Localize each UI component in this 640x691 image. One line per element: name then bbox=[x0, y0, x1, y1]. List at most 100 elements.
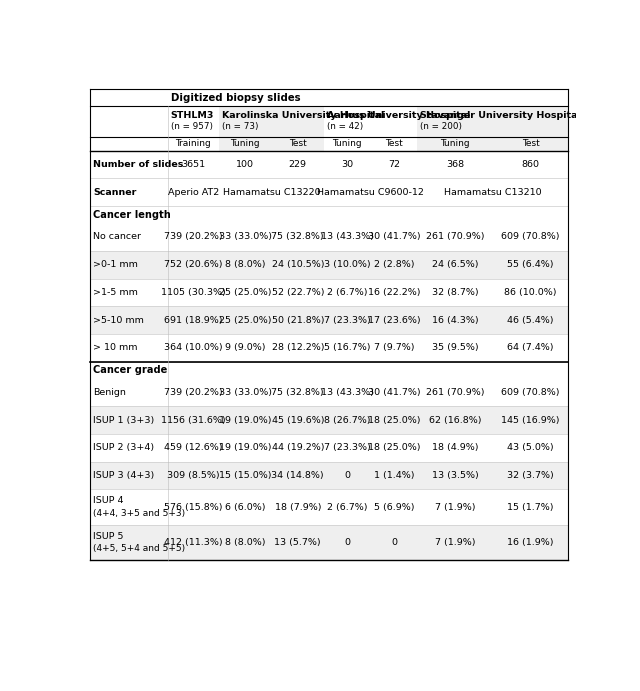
Text: 28 (12.2%): 28 (12.2%) bbox=[271, 343, 324, 352]
Text: >0-1 mm: >0-1 mm bbox=[93, 260, 138, 269]
Text: 16 (1.9%): 16 (1.9%) bbox=[508, 538, 554, 547]
Text: 50 (21.8%): 50 (21.8%) bbox=[271, 316, 324, 325]
Text: 13 (43.3%): 13 (43.3%) bbox=[321, 388, 374, 397]
Text: 7 (1.9%): 7 (1.9%) bbox=[435, 502, 476, 512]
Text: 1 (1.4%): 1 (1.4%) bbox=[374, 471, 414, 480]
Text: 13 (3.5%): 13 (3.5%) bbox=[432, 471, 479, 480]
Text: Hamamatsu C13210: Hamamatsu C13210 bbox=[444, 188, 541, 197]
Text: 1105 (30.3%): 1105 (30.3%) bbox=[161, 288, 225, 297]
Text: Number of slides: Number of slides bbox=[93, 160, 184, 169]
Text: Test: Test bbox=[385, 140, 403, 149]
Text: 18 (25.0%): 18 (25.0%) bbox=[367, 416, 420, 425]
Bar bbox=[417, 137, 493, 151]
Text: 30: 30 bbox=[341, 160, 353, 169]
Text: 261 (70.9%): 261 (70.9%) bbox=[426, 232, 484, 241]
Bar bbox=[90, 462, 568, 489]
Bar bbox=[90, 89, 568, 106]
Text: 32 (8.7%): 32 (8.7%) bbox=[432, 288, 479, 297]
Bar bbox=[90, 223, 568, 251]
Bar bbox=[90, 278, 568, 306]
Text: Tuning: Tuning bbox=[440, 140, 470, 149]
Text: 64 (7.4%): 64 (7.4%) bbox=[508, 343, 554, 352]
Text: 8 (8.0%): 8 (8.0%) bbox=[225, 538, 266, 547]
Text: ISUP 4: ISUP 4 bbox=[93, 496, 124, 505]
Text: 576 (15.8%): 576 (15.8%) bbox=[164, 502, 223, 512]
Text: Hamamatsu C9600-12: Hamamatsu C9600-12 bbox=[317, 188, 424, 197]
Bar bbox=[90, 137, 568, 151]
Text: 8 (8.0%): 8 (8.0%) bbox=[225, 260, 266, 269]
Text: 609 (70.8%): 609 (70.8%) bbox=[501, 232, 560, 241]
Text: 18 (4.9%): 18 (4.9%) bbox=[432, 444, 478, 453]
Text: (n = 42): (n = 42) bbox=[327, 122, 364, 131]
Text: 7 (23.3%): 7 (23.3%) bbox=[324, 316, 371, 325]
Text: 30 (41.7%): 30 (41.7%) bbox=[367, 388, 420, 397]
Text: (n = 73): (n = 73) bbox=[222, 122, 259, 131]
Text: 25 (25.0%): 25 (25.0%) bbox=[219, 288, 271, 297]
Text: 46 (5.4%): 46 (5.4%) bbox=[508, 316, 554, 325]
Bar bbox=[90, 361, 568, 379]
Text: ISUP 5: ISUP 5 bbox=[93, 532, 124, 541]
Text: 261 (70.9%): 261 (70.9%) bbox=[426, 388, 484, 397]
Bar bbox=[90, 406, 568, 434]
Text: 6 (6.0%): 6 (6.0%) bbox=[225, 502, 266, 512]
Text: 309 (8.5%): 309 (8.5%) bbox=[167, 471, 220, 480]
Text: 3651: 3651 bbox=[181, 160, 205, 169]
Text: Digitized biopsy slides: Digitized biopsy slides bbox=[172, 93, 301, 102]
Text: 5 (16.7%): 5 (16.7%) bbox=[324, 343, 371, 352]
Bar bbox=[371, 137, 417, 151]
Text: (n = 200): (n = 200) bbox=[420, 122, 462, 131]
Text: >1-5 mm: >1-5 mm bbox=[93, 288, 138, 297]
Text: 34 (14.8%): 34 (14.8%) bbox=[271, 471, 324, 480]
Bar bbox=[324, 106, 417, 137]
Text: Karolinska University Hospital: Karolinska University Hospital bbox=[222, 111, 384, 120]
Text: 2 (6.7%): 2 (6.7%) bbox=[327, 502, 367, 512]
Text: 15 (1.7%): 15 (1.7%) bbox=[508, 502, 554, 512]
Text: 0: 0 bbox=[344, 538, 350, 547]
Bar bbox=[324, 137, 371, 151]
Bar bbox=[271, 137, 324, 151]
Text: 19 (19.0%): 19 (19.0%) bbox=[219, 444, 271, 453]
Text: 19 (19.0%): 19 (19.0%) bbox=[219, 416, 271, 425]
Bar bbox=[90, 434, 568, 462]
Text: 13 (43.3%): 13 (43.3%) bbox=[321, 232, 374, 241]
Text: 13 (5.7%): 13 (5.7%) bbox=[275, 538, 321, 547]
Text: 17 (23.6%): 17 (23.6%) bbox=[367, 316, 420, 325]
Text: 412 (11.3%): 412 (11.3%) bbox=[164, 538, 223, 547]
Text: 609 (70.8%): 609 (70.8%) bbox=[501, 388, 560, 397]
Text: 0: 0 bbox=[344, 471, 350, 480]
Text: 45 (19.6%): 45 (19.6%) bbox=[271, 416, 324, 425]
Text: 24 (6.5%): 24 (6.5%) bbox=[432, 260, 478, 269]
Text: 18 (25.0%): 18 (25.0%) bbox=[367, 444, 420, 453]
Text: 860: 860 bbox=[522, 160, 540, 169]
Text: 5 (6.9%): 5 (6.9%) bbox=[374, 502, 414, 512]
Text: ISUP 2 (3+4): ISUP 2 (3+4) bbox=[93, 444, 154, 453]
Text: 44 (19.2%): 44 (19.2%) bbox=[271, 444, 324, 453]
Text: Scanner: Scanner bbox=[93, 188, 136, 197]
Text: Benign: Benign bbox=[93, 388, 126, 397]
Text: 15 (15.0%): 15 (15.0%) bbox=[219, 471, 271, 480]
Text: 3 (10.0%): 3 (10.0%) bbox=[324, 260, 371, 269]
Text: Test: Test bbox=[289, 140, 307, 149]
Text: 72: 72 bbox=[388, 160, 400, 169]
Bar bbox=[90, 334, 568, 361]
Text: (4+4, 3+5 and 5+3): (4+4, 3+5 and 5+3) bbox=[93, 509, 186, 518]
Bar bbox=[90, 489, 568, 525]
Text: 16 (22.2%): 16 (22.2%) bbox=[367, 288, 420, 297]
Text: 62 (16.8%): 62 (16.8%) bbox=[429, 416, 481, 425]
Text: (n = 957): (n = 957) bbox=[171, 122, 212, 131]
Text: 43 (5.0%): 43 (5.0%) bbox=[508, 444, 554, 453]
Text: 75 (32.8%): 75 (32.8%) bbox=[271, 388, 324, 397]
Text: 739 (20.2%): 739 (20.2%) bbox=[164, 232, 223, 241]
Text: ISUP 1 (3+3): ISUP 1 (3+3) bbox=[93, 416, 154, 425]
Text: 752 (20.6%): 752 (20.6%) bbox=[164, 260, 223, 269]
Text: 52 (22.7%): 52 (22.7%) bbox=[271, 288, 324, 297]
Text: 8 (26.7%): 8 (26.7%) bbox=[324, 416, 371, 425]
Text: Tuning: Tuning bbox=[333, 140, 362, 149]
Text: Stavanger University Hospital: Stavanger University Hospital bbox=[420, 111, 581, 120]
Bar bbox=[90, 251, 568, 278]
Text: 30 (41.7%): 30 (41.7%) bbox=[367, 232, 420, 241]
Text: 25 (25.0%): 25 (25.0%) bbox=[219, 316, 271, 325]
Text: Training: Training bbox=[175, 140, 211, 149]
Bar bbox=[168, 106, 219, 137]
Bar bbox=[90, 525, 568, 560]
